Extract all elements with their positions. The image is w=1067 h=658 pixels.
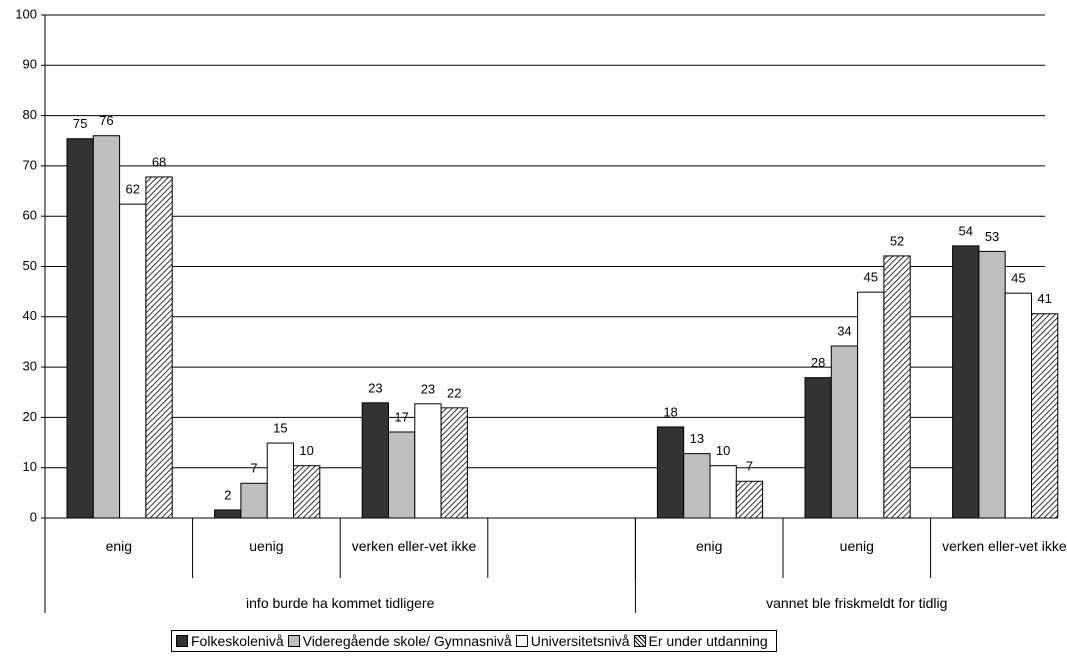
x-tick-label: verken eller-vet ikke	[942, 538, 1067, 554]
bar	[1004, 292, 1033, 519]
y-tick-label: 100	[15, 6, 37, 21]
data-label: 75	[73, 116, 87, 131]
data-label: 54	[959, 223, 973, 238]
y-tick-label: 50	[23, 258, 37, 273]
legend-swatch	[176, 635, 188, 647]
x-tick-label: enig	[105, 538, 133, 554]
x-tick-label: uenig	[839, 538, 874, 554]
plot: 0102030405060708090100752231828547671713…	[15, 6, 1059, 613]
group-label: vannet ble friskmeldt for tidlig	[766, 595, 948, 611]
y-tick-label: 40	[23, 308, 37, 323]
data-label: 45	[864, 270, 878, 285]
legend-item: Folkeskolenivå	[176, 633, 284, 649]
y-tick-label: 90	[23, 57, 37, 72]
legend-swatch	[515, 635, 528, 647]
data-label: 10	[299, 443, 313, 458]
bar	[804, 377, 832, 519]
data-label: 17	[394, 409, 408, 424]
bar	[66, 138, 94, 519]
bar	[1031, 313, 1059, 519]
legend-label: Folkeskolenivå	[191, 633, 284, 649]
legend-item: Er under utdanning	[633, 633, 768, 649]
bar	[414, 403, 442, 519]
data-label: 2	[224, 487, 231, 502]
data-label: 45	[1011, 271, 1025, 286]
group-label: info burde ha kommet tidligere	[246, 595, 435, 611]
bar	[361, 402, 390, 519]
legend-swatch	[287, 635, 300, 647]
data-label: 34	[837, 323, 851, 338]
legend-item: Universitetsnivå	[515, 633, 630, 649]
bar	[883, 255, 911, 519]
legend: Folkeskolenivå Videregående skole/ Gymnas…	[171, 630, 777, 652]
data-label: 22	[447, 385, 461, 400]
bar	[266, 442, 295, 519]
data-label: 76	[99, 113, 113, 128]
data-label: 7	[250, 461, 257, 476]
bar	[92, 135, 121, 519]
data-label: 10	[716, 443, 730, 458]
bar	[830, 345, 859, 519]
data-label: 68	[152, 154, 166, 169]
legend-label: Er under utdanning	[648, 633, 768, 649]
data-label: 18	[663, 404, 677, 419]
y-tick-label: 70	[23, 157, 37, 172]
data-label: 41	[1037, 291, 1051, 306]
bar	[440, 407, 468, 519]
y-tick-label: 20	[23, 409, 37, 424]
legend-swatch	[633, 635, 646, 647]
bar	[293, 465, 321, 519]
data-label: 23	[421, 381, 435, 396]
bar	[145, 176, 173, 519]
data-label: 52	[890, 233, 904, 248]
bar	[857, 291, 885, 519]
x-tick-label: verken eller-vet ikke	[351, 538, 477, 554]
x-tick-label: enig	[695, 538, 723, 554]
data-label: 62	[126, 182, 140, 197]
y-tick-label: 30	[23, 359, 37, 374]
data-label: 7	[746, 459, 753, 474]
data-label: 53	[985, 229, 999, 244]
y-tick-label: 10	[23, 459, 37, 474]
bar	[978, 250, 1006, 519]
y-tick-label: 0	[30, 509, 37, 524]
bar	[388, 431, 416, 519]
bar	[119, 203, 147, 519]
y-tick-label: 80	[23, 107, 37, 122]
legend-label: Universitetsnivå	[530, 633, 630, 649]
bar	[240, 482, 268, 519]
bar	[709, 465, 737, 519]
data-label: 23	[368, 380, 382, 395]
bar	[683, 453, 711, 519]
bar	[735, 480, 764, 519]
data-label: 13	[690, 431, 704, 446]
legend-item: Videregående skole/ Gymnasnivå	[287, 633, 512, 649]
data-label: 15	[273, 420, 287, 435]
legend-label: Videregående skole/ Gymnasnivå	[302, 633, 512, 649]
y-tick-label: 60	[23, 208, 37, 223]
x-tick-label: uenig	[249, 538, 284, 554]
bar	[656, 426, 685, 519]
bar	[214, 509, 242, 519]
bar	[952, 245, 980, 519]
data-label: 28	[811, 355, 825, 370]
